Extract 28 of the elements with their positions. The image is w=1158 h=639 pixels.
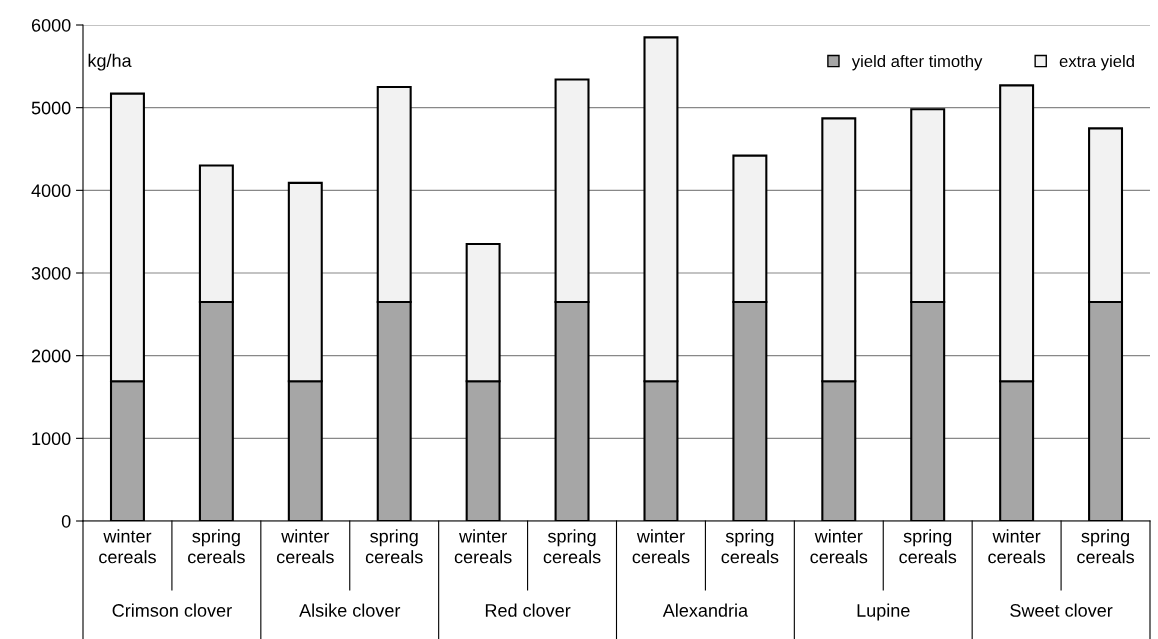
x-tick-label: winter cereals bbox=[632, 529, 690, 564]
x-tick-label: spring cereals bbox=[365, 529, 423, 564]
x-tick-label: spring cereals bbox=[721, 529, 779, 564]
text: Alexandria bbox=[662, 603, 749, 617]
x-tick-label: spring cereals bbox=[543, 529, 601, 564]
y-tick-label: 2000 bbox=[31, 349, 71, 363]
y-tick-label: 3000 bbox=[31, 266, 71, 280]
text: Red clover bbox=[485, 603, 571, 617]
text: Lupine bbox=[857, 603, 910, 621]
x-tick-label: spring cereals bbox=[899, 529, 957, 564]
y-tick-label: 0 bbox=[61, 514, 71, 528]
text: Alsike clover bbox=[299, 603, 401, 617]
x-tick-label: spring cereals bbox=[1077, 529, 1134, 564]
text: Crimson clover bbox=[112, 603, 232, 617]
x-tick-label: winter cereals bbox=[99, 529, 156, 564]
x-tick-label: winter cereals bbox=[276, 529, 334, 564]
y-axis-title: kg/ha bbox=[88, 53, 132, 71]
y-tick-label: 1000 bbox=[32, 432, 71, 446]
x-tick-label: winter cereals bbox=[810, 529, 868, 564]
x-tick-label: winter cereals bbox=[454, 529, 512, 564]
y-tick-label: 6000 bbox=[31, 18, 71, 32]
text: Sweet clover bbox=[1010, 603, 1113, 617]
legend-label: extra yield bbox=[1059, 54, 1134, 71]
legend-label: yield after timothy bbox=[851, 54, 983, 71]
y-tick-label: 5000 bbox=[31, 101, 71, 115]
y-tick-label: 4000 bbox=[31, 184, 71, 198]
x-tick-label: winter cereals bbox=[988, 529, 1046, 564]
x-tick-label: spring cereals bbox=[188, 529, 245, 564]
